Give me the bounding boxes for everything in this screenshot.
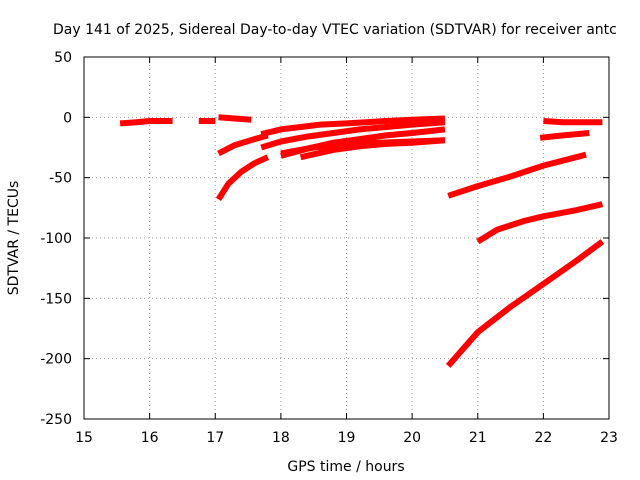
sdtvar-segment-7 [260, 119, 446, 151]
x-tick-label: 23 [600, 430, 618, 446]
sdtvar-segment-1 [119, 118, 173, 127]
series-group [119, 114, 605, 368]
sdtvar-segment-12 [476, 201, 604, 245]
axis-ticks [83, 56, 610, 420]
x-tick-label: 17 [206, 430, 224, 446]
y-axis-label: SDTVAR / TECUs [6, 181, 22, 296]
sdtvar-segment-13 [445, 239, 605, 368]
x-axis-label: GPS time / hours [287, 459, 404, 475]
y-tick-label: 50 [54, 50, 72, 66]
x-tick-label: 20 [403, 430, 421, 446]
x-tick-label: 16 [141, 430, 159, 446]
y-tick-label: 0 [63, 110, 72, 126]
x-tick-label: 18 [272, 430, 290, 446]
grid-lines [84, 57, 609, 419]
sdtvar-segment-10 [280, 137, 446, 157]
sdtvar-segment-4 [217, 132, 269, 157]
sdtvar-segment-11 [447, 151, 587, 199]
y-tick-label: -250 [40, 412, 72, 428]
y-tick-labels: 50 0 -50 -100 -150 -200 -250 [40, 50, 72, 428]
y-tick-label: -50 [49, 171, 72, 187]
x-tick-label: 19 [338, 430, 356, 446]
sdtvar-segment-5 [215, 154, 270, 202]
sdtvar-segment-14 [543, 118, 603, 126]
sdtvar-segment-3 [218, 114, 252, 123]
sdtvar-segment-6 [260, 115, 446, 138]
x-tick-label: 21 [469, 430, 487, 446]
x-tick-label: 15 [75, 430, 93, 446]
chart-title: Day 141 of 2025, Sidereal Day-to-day VTE… [53, 22, 617, 38]
x-tick-label: 22 [534, 430, 552, 446]
y-tick-label: -200 [40, 352, 72, 368]
sdtvar-segment-15 [539, 130, 590, 141]
y-tick-label: -150 [40, 291, 72, 307]
y-tick-label: -100 [40, 231, 72, 247]
x-tick-labels: 15 16 17 18 19 20 21 22 23 [75, 430, 618, 446]
